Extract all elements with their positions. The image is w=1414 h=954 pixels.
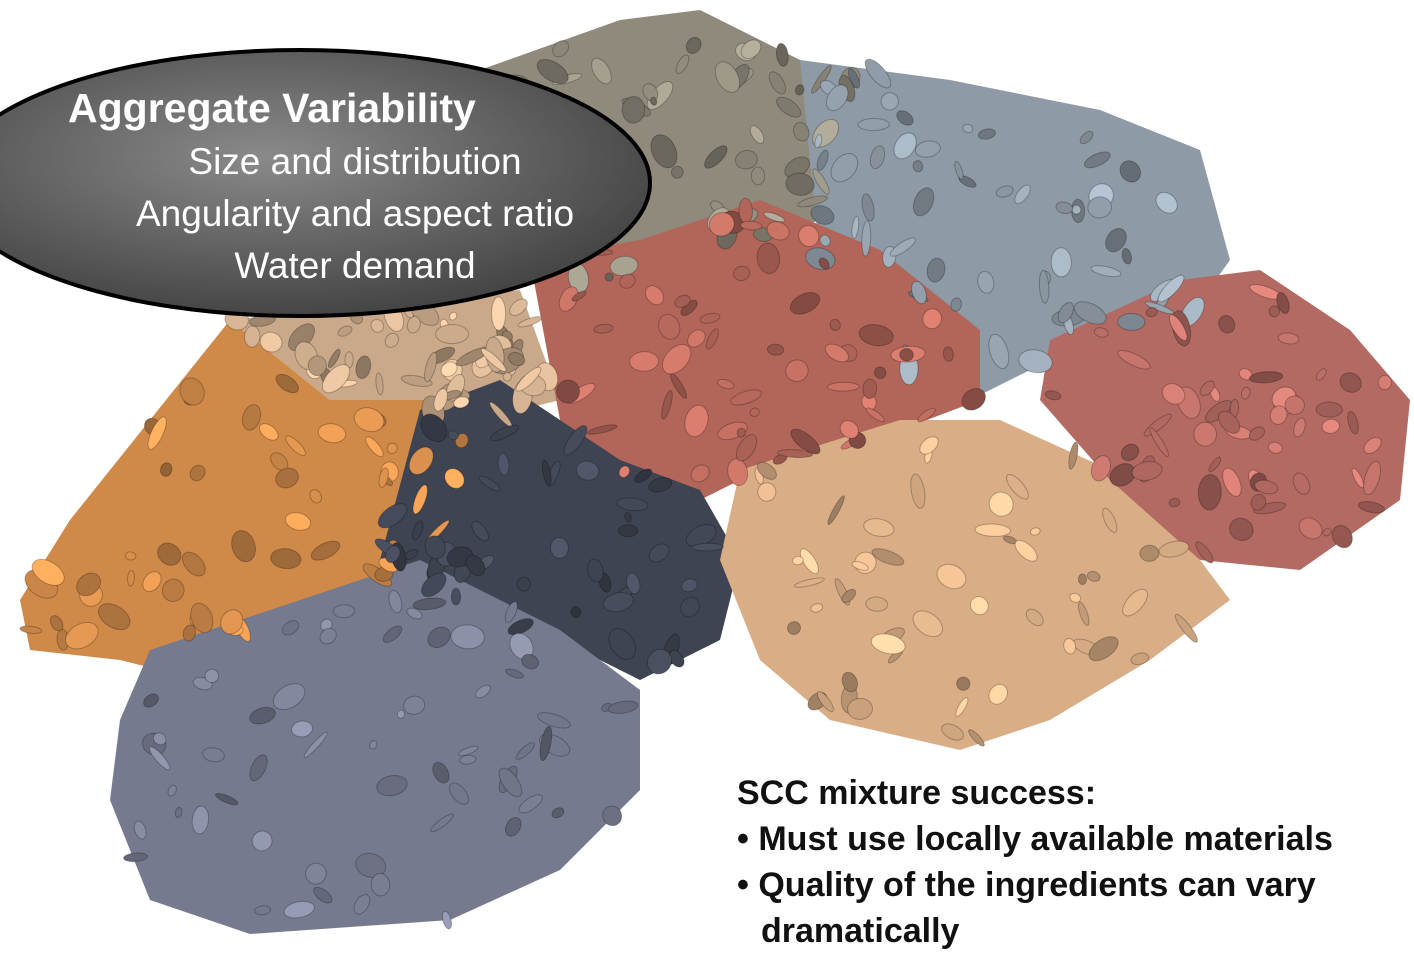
stone [1117,313,1145,331]
stone [308,356,327,376]
stone [858,118,890,130]
stone [1194,422,1217,446]
notes-heading: SCC mixture success: [737,770,1397,816]
stone [491,297,506,331]
stone [757,482,776,502]
stone [333,604,355,617]
callout-title: Aggregate Variability [68,82,476,134]
callout-items: Size and distribution Angularity and asp… [100,136,610,292]
stone [751,167,764,185]
slide: Aggregate Variability Size and distribut… [0,0,1414,934]
stone [436,324,469,343]
stone [671,166,684,179]
stone [1078,574,1086,585]
stone [397,710,405,719]
bullet: • Must use locally available materials [737,816,1397,862]
bullet: • Quality of the ingredients can vary dr… [737,862,1321,954]
stone [517,577,530,591]
callout-item: Size and distribution [100,136,610,188]
stone [619,525,638,537]
stone [451,588,460,605]
stone [1051,248,1072,278]
callout-item: Water demand [100,240,610,292]
notes: SCC mixture success: • Must use locally … [737,770,1397,954]
stone [629,351,659,372]
stone [244,326,260,348]
stone [827,382,859,391]
stone [899,348,913,361]
stone [1316,402,1342,417]
callout-item: Angularity and aspect ratio [100,188,610,240]
